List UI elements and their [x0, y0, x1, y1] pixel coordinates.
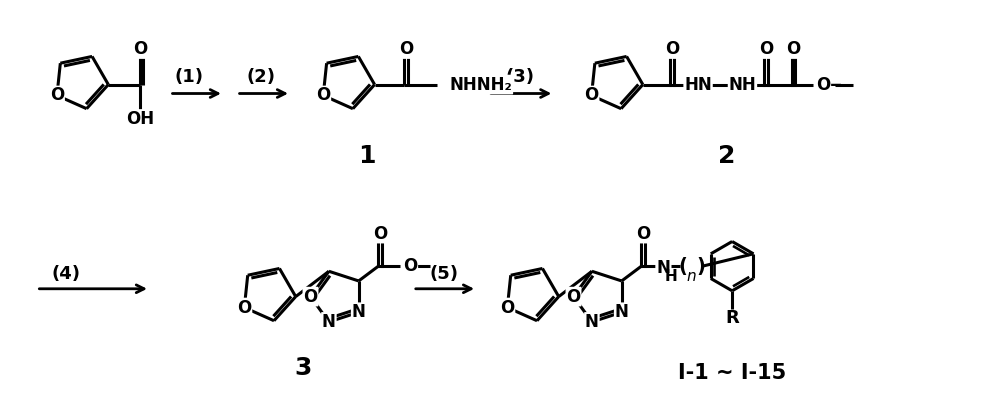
- Text: (5): (5): [430, 265, 459, 283]
- Text: O: O: [316, 87, 330, 104]
- Text: N: N: [585, 313, 599, 331]
- Text: NH: NH: [729, 75, 756, 93]
- Text: (1): (1): [175, 68, 204, 86]
- Text: O‒: O‒: [816, 75, 842, 93]
- Text: O: O: [50, 87, 64, 104]
- Text: N: N: [352, 303, 366, 321]
- Text: O: O: [759, 40, 773, 58]
- Text: N: N: [322, 313, 336, 331]
- Text: HN: HN: [684, 75, 712, 93]
- Text: O: O: [566, 288, 581, 305]
- Text: NHNH₂: NHNH₂: [450, 75, 512, 93]
- Text: 1: 1: [358, 143, 376, 168]
- Text: 2: 2: [718, 143, 736, 168]
- Text: N: N: [615, 303, 629, 321]
- Text: O: O: [373, 224, 387, 243]
- Text: (4): (4): [52, 265, 81, 283]
- Text: (3): (3): [505, 68, 534, 86]
- Text: O: O: [665, 40, 680, 58]
- Text: OH: OH: [126, 110, 154, 128]
- Text: O: O: [303, 288, 318, 305]
- Text: (: (: [678, 257, 687, 276]
- Text: O: O: [133, 40, 147, 58]
- Text: H: H: [665, 268, 677, 284]
- Text: ): ): [696, 257, 705, 276]
- Text: N: N: [656, 259, 670, 277]
- Text: O: O: [787, 40, 801, 58]
- Text: (2): (2): [247, 68, 276, 86]
- Text: O: O: [403, 257, 417, 275]
- Text: n: n: [687, 268, 697, 284]
- Text: R: R: [725, 310, 739, 327]
- Text: O: O: [636, 224, 651, 243]
- Text: I-1 ~ I-15: I-1 ~ I-15: [678, 363, 786, 382]
- Text: O: O: [237, 299, 251, 316]
- Text: O: O: [500, 299, 514, 316]
- Text: O: O: [584, 87, 599, 104]
- Text: O: O: [399, 40, 413, 58]
- Text: 3: 3: [294, 356, 311, 380]
